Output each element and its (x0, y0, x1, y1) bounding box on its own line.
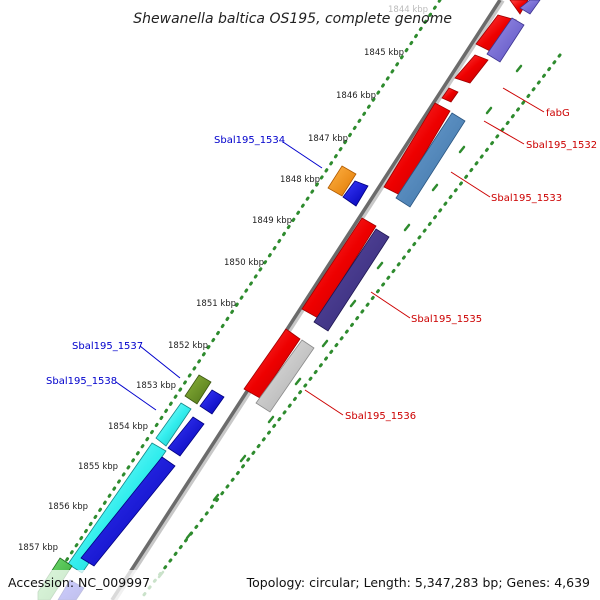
gene-Sbal195-1537[interactable] (184, 374, 212, 405)
gene-label-Sbal195-1532[interactable]: Sbal195_1532 (526, 140, 597, 151)
kbp-label: 1856 kbp (48, 502, 88, 512)
footer-background (0, 570, 600, 600)
gene-fabG[interactable] (441, 87, 459, 103)
kbp-label: 1844 kbp (388, 5, 428, 15)
map-title: Shewanella baltica OS195, complete genom… (133, 11, 452, 27)
kbp-label: 1852 kbp (168, 341, 208, 351)
gene-blue-long[interactable] (80, 456, 176, 567)
leader-Sbal195-1537 (139, 345, 181, 379)
gene-blue-1537b[interactable] (199, 389, 225, 415)
kbp-labels: 1844 kbp 1845 kbp 1846 kbp 1847 kbp 1848… (18, 5, 428, 553)
gene-red-top-3[interactable] (454, 54, 489, 84)
leader-Sbal195-1536 (304, 389, 344, 416)
gene-labels: fabG Sbal195_1532 Sbal195_1533 Sbal195_1… (46, 108, 597, 422)
gene-label-Sbal195-1533[interactable]: Sbal195_1533 (491, 193, 562, 204)
left-strand-genes (37, 165, 369, 600)
leader-Sbal195-1538 (115, 381, 157, 411)
inner-strand-genes (255, 0, 541, 413)
gene-label-Sbal195-1538[interactable]: Sbal195_1538 (46, 376, 117, 387)
kbp-label: 1845 kbp (364, 48, 404, 58)
gene-label-fabG[interactable]: fabG (546, 108, 570, 119)
leader-Sbal195-1535 (370, 291, 411, 319)
accession-text: Accession: NC_009997 (8, 575, 150, 590)
kbp-label: 1846 kbp (336, 91, 376, 101)
outer-dotted-rail (38, 0, 442, 600)
gene-Sbal195-1534[interactable] (327, 165, 357, 197)
gene-grey[interactable] (255, 339, 315, 413)
gene-Sbal195-1538[interactable] (155, 402, 192, 447)
gene-indigo[interactable] (313, 228, 390, 332)
gene-label-Sbal195-1537[interactable]: Sbal195_1537 (72, 341, 143, 352)
leader-Sbal195-1534 (282, 141, 323, 169)
leader-Sbal195-1532 (483, 120, 525, 145)
leader-fabG (502, 87, 545, 113)
kbp-label: 1847 kbp (308, 134, 348, 144)
kbp-label: 1854 kbp (108, 422, 148, 432)
gene-blue-mid[interactable] (167, 416, 205, 457)
gene-label-Sbal195-1535[interactable]: Sbal195_1535 (411, 314, 482, 325)
kbp-label: 1857 kbp (18, 543, 58, 553)
kbp-label: 1853 kbp (136, 381, 176, 391)
gene-label-Sbal195-1534[interactable]: Sbal195_1534 (214, 135, 285, 146)
label-leaders (115, 87, 545, 416)
gene-blue-1534b[interactable] (342, 180, 369, 207)
kbp-label: 1851 kbp (196, 299, 236, 309)
kbp-label: 1855 kbp (78, 462, 118, 472)
outer-strand-genes (243, 0, 529, 399)
gene-label-Sbal195-1536[interactable]: Sbal195_1536 (345, 411, 416, 422)
kbp-label: 1850 kbp (224, 258, 264, 268)
topology-summary: Topology: circular; Length: 5,347,283 bp… (246, 575, 590, 590)
gene-purple-2[interactable] (486, 17, 525, 63)
kbp-label: 1848 kbp (280, 175, 320, 185)
leader-Sbal195-1533 (450, 171, 491, 198)
genome-backbone (110, 0, 502, 600)
gene-Sbal195-1533[interactable] (395, 112, 466, 208)
gene-purple-top[interactable] (519, 0, 541, 15)
kbp-label: 1849 kbp (252, 216, 292, 226)
